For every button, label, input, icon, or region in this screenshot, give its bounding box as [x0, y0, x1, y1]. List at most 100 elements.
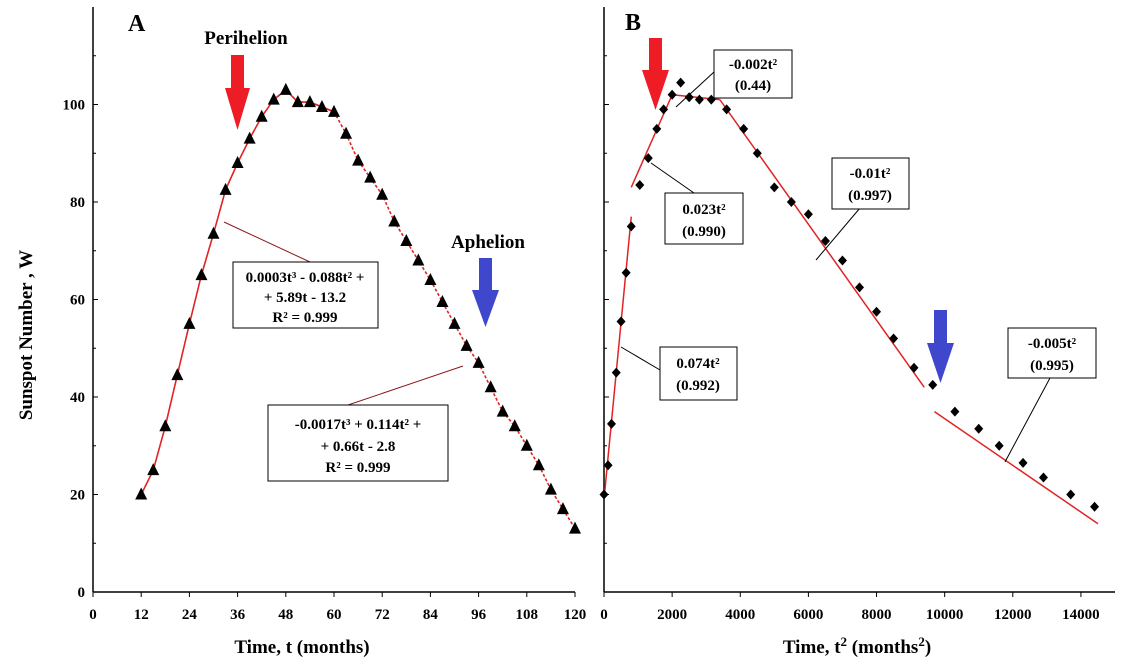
data-point [231, 156, 244, 168]
annotation-leader [650, 162, 695, 194]
data-point [400, 234, 413, 246]
data-point [872, 306, 882, 317]
y-tick-label: 100 [63, 98, 86, 114]
data-point [950, 406, 960, 417]
data-point [889, 333, 899, 344]
data-point [364, 170, 377, 183]
data-point [388, 214, 401, 227]
data-point [171, 368, 184, 381]
aphelion-arrow-b [927, 310, 954, 383]
panel-a-letter: A [128, 11, 146, 37]
x-tick-label: 14000 [1062, 607, 1100, 623]
fit-line [719, 99, 925, 388]
data-point [603, 460, 613, 471]
annotation-line: (0.995) [1030, 358, 1074, 374]
data-point [752, 148, 762, 159]
data-point [722, 104, 732, 115]
panel-a-axes: 0 20 40 60 80 100 0 12 24 36 48 60 72 84 96 108 120 [63, 7, 587, 623]
annotation-leader [815, 207, 861, 261]
data-point [412, 253, 425, 266]
data-point [626, 221, 636, 232]
annotation-box-lower-fit: -0.0017t³ + 0.114t² + + 0.66t - 2.8 R² =… [267, 404, 449, 482]
x-tick-label: 0 [89, 607, 97, 623]
data-point [328, 104, 340, 117]
data-point [1018, 457, 1028, 468]
data-point [643, 153, 653, 164]
data-point [279, 82, 292, 95]
panel-a-y-axis-title: Sunspot Number , W [16, 250, 37, 420]
annotation-line: -0.005t² [1028, 336, 1077, 352]
data-point [159, 419, 172, 432]
annotation-box-b-rise1: 0.074t² (0.992) [659, 346, 738, 401]
x-tick-label: 24 [182, 607, 198, 623]
data-point [635, 179, 645, 190]
data-point [652, 123, 662, 134]
panel-b-letter: B [625, 10, 641, 36]
annotation-leader [223, 221, 311, 263]
x-tick-label: 12000 [994, 607, 1032, 623]
x-tick-label: 60 [327, 607, 342, 623]
x-tick-label: 12 [134, 607, 149, 623]
panel-b-axes: 0 2000 4000 6000 8000 10000 12000 14000 [600, 7, 1115, 623]
annotation-box-b-decline2: -0.005t² (0.995) [1007, 327, 1097, 379]
annotation-line: 0.074t² [676, 356, 720, 372]
y-tick-label: 20 [70, 488, 85, 504]
aphelion-label: Aphelion [451, 232, 525, 253]
x-tick-label: 8000 [862, 607, 892, 623]
data-point [803, 209, 813, 220]
data-point [147, 463, 160, 476]
x-tick-label: 2000 [657, 607, 687, 623]
x-tick-label: 10000 [926, 607, 964, 623]
x-tick-label: 96 [471, 607, 487, 623]
data-point [291, 95, 304, 108]
data-point [556, 502, 569, 515]
data-point [448, 316, 461, 329]
data-point [599, 489, 609, 500]
data-point [195, 268, 208, 281]
data-point [786, 197, 796, 207]
x-tick-label: 72 [375, 607, 390, 623]
data-point [303, 95, 316, 108]
data-point [974, 423, 984, 434]
x-tick-label: 36 [230, 607, 246, 623]
annotation-box-b-plateau: -0.002t² (0.44) [713, 49, 793, 99]
x-tick-label: 6000 [793, 607, 823, 623]
data-point [183, 316, 196, 329]
perihelion-arrow [225, 55, 250, 130]
data-point [606, 418, 616, 429]
data-point [267, 92, 280, 105]
data-point [820, 236, 830, 246]
annotation-leader [620, 346, 661, 371]
data-point [484, 380, 497, 393]
data-point [667, 89, 677, 100]
data-point [532, 458, 545, 471]
data-point [135, 487, 148, 500]
annotation-line: R² = 0.999 [325, 460, 390, 476]
x-tick-label: 120 [564, 607, 587, 623]
data-point [544, 482, 557, 495]
data-point [569, 521, 581, 534]
data-point [1066, 489, 1076, 500]
data-point [928, 379, 938, 390]
annotation-leader [1004, 377, 1051, 463]
data-point [769, 182, 779, 193]
annotation-box-b-rise2: 0.023t² (0.990) [664, 192, 744, 245]
annotation-line: 0.023t² [682, 202, 726, 218]
perihelion-label: Perihelion [204, 28, 288, 49]
x-tick-label: 84 [423, 607, 439, 623]
data-point [694, 94, 704, 105]
data-point [616, 316, 626, 327]
panel-b: B 0 2000 4000 6000 8000 10000 12000 14000 Time,… [599, 7, 1115, 658]
data-point [676, 77, 686, 88]
data-point [352, 153, 365, 166]
data-point [340, 126, 353, 139]
y-tick-label: 0 [78, 585, 86, 601]
data-point [472, 355, 485, 368]
panel-b-x-axis-title: Time, t2 (months2) [783, 634, 931, 658]
x-tick-label: 0 [600, 607, 608, 623]
data-point [496, 404, 509, 417]
data-point [739, 123, 749, 134]
data-point [1038, 472, 1048, 483]
annotation-line: + 0.66t - 2.8 [321, 439, 396, 455]
data-point [909, 362, 919, 373]
